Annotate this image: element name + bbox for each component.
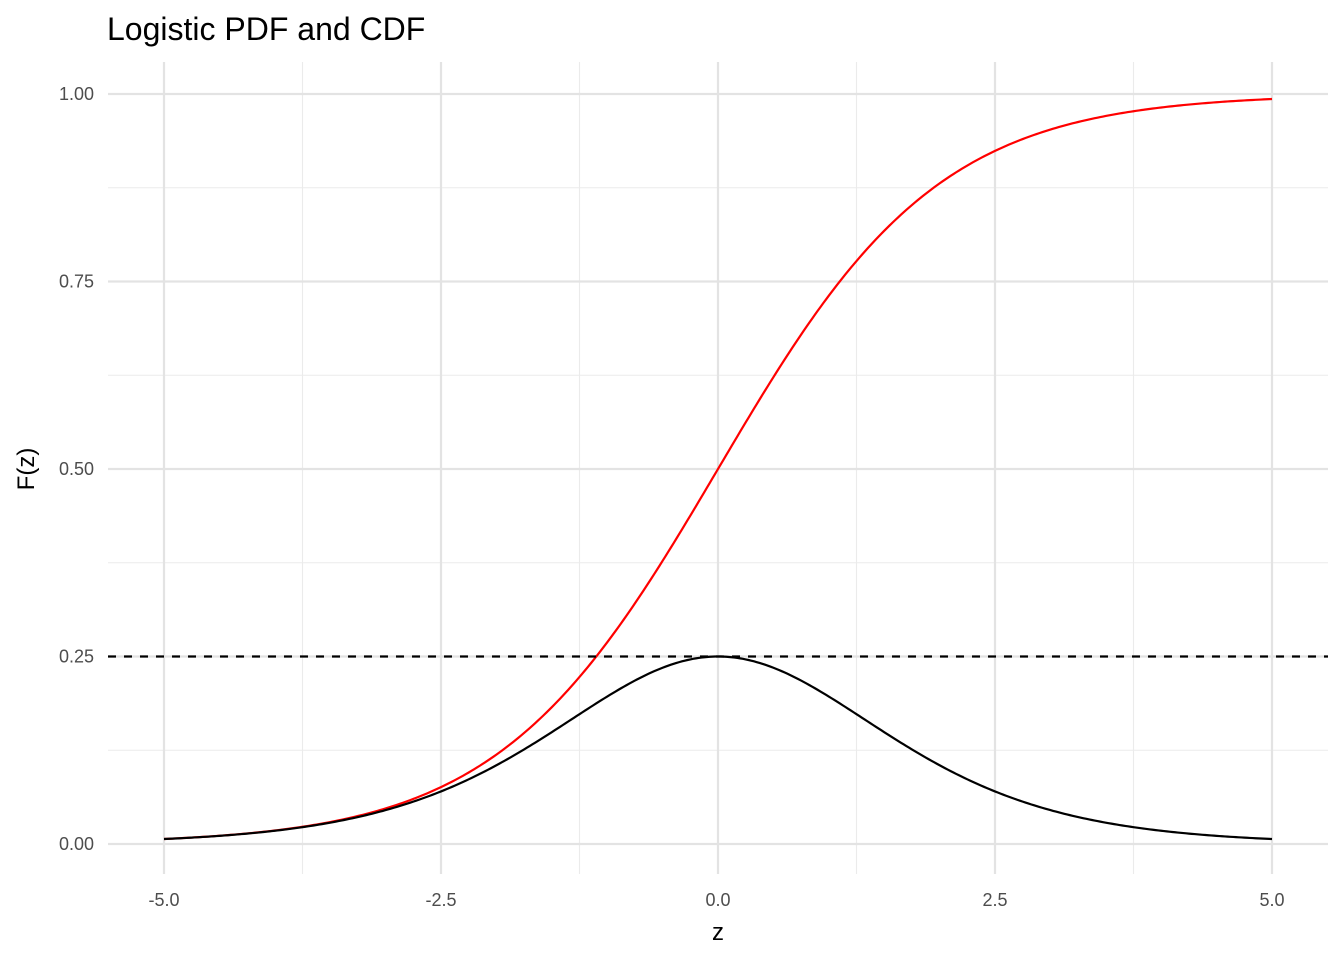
y-tick-label-1: 0.25 <box>59 647 94 667</box>
y-tick-label-0: 0.00 <box>59 834 94 854</box>
x-tick-label-1: -2.5 <box>425 890 456 910</box>
chart-title: Logistic PDF and CDF <box>107 11 425 47</box>
grid-lines <box>108 62 1328 874</box>
y-tick-label-3: 0.75 <box>59 272 94 292</box>
x-tick-label-4: 5.0 <box>1259 890 1284 910</box>
series-lines <box>108 97 1328 841</box>
y-axis-title: F(z) <box>13 448 40 491</box>
tick-labels: -5.0 -2.5 0.0 2.5 5.0 0.00 0.25 0.50 0.75 1.00 <box>59 84 1285 910</box>
x-tick-label-3: 2.5 <box>982 890 1007 910</box>
y-tick-label-2: 0.50 <box>59 459 94 479</box>
y-tick-label-4: 1.00 <box>59 84 94 104</box>
x-axis-title: z <box>712 919 724 946</box>
x-tick-label-2: 0.0 <box>705 890 730 910</box>
x-tick-label-0: -5.0 <box>148 890 179 910</box>
